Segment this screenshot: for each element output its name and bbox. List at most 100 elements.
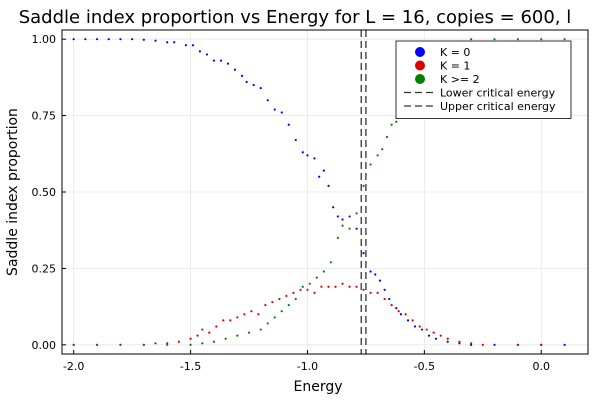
data-point [355,285,358,288]
data-point [198,50,202,53]
data-point [247,331,251,334]
data-point [294,297,297,301]
data-point [470,342,473,345]
data-point [292,291,295,294]
data-point [395,120,398,123]
data-point [250,310,253,313]
data-point [142,38,145,41]
data-point [385,135,389,139]
data-point [287,303,290,307]
data-point [166,343,169,346]
data-point [212,59,216,62]
data-point [95,38,99,41]
y-tick-label: 0.25 [32,262,57,275]
data-point [390,123,393,126]
data-point [273,108,276,111]
data-point [189,337,192,340]
data-point [264,303,267,307]
data-point [301,285,304,288]
data-point [327,184,330,187]
data-point [376,291,379,294]
y-tick-label: 0.00 [32,339,57,352]
data-point [341,218,344,221]
data-point [334,285,337,288]
data-point [266,99,269,102]
data-point [341,224,344,227]
x-tick-label: -1.0 [297,360,318,373]
data-point [196,334,199,337]
data-point [294,138,297,142]
data-point [439,334,442,337]
data-point [229,319,232,322]
data-point [390,303,393,307]
data-point [362,252,365,255]
data-point [201,342,204,345]
data-point [395,307,398,310]
legend-box [395,40,572,119]
data-point [142,343,145,346]
data-point [374,273,377,276]
legend-marker [415,74,425,84]
grid [62,30,588,354]
data-point [383,297,386,301]
data-point [413,325,417,328]
data-point [243,313,246,316]
data-point [341,282,344,285]
x-tick-label: 0.0 [532,360,550,373]
legend-marker [415,60,425,71]
data-point [516,343,519,346]
data-point [236,316,239,319]
data-point [322,270,325,273]
data-point [327,285,330,288]
data-point [362,288,365,291]
data-point [315,276,318,279]
legend-label: Lower critical energy [440,87,556,100]
x-tick-label: -1.5 [180,360,201,373]
data-point [166,41,169,44]
data-point [322,169,325,172]
data-point [348,227,351,230]
data-point [378,279,382,282]
data-point [226,62,230,65]
data-point [362,184,365,187]
data-point [285,294,288,298]
data-point [427,334,431,337]
data-point [278,297,281,301]
data-point [201,328,204,331]
data-point [425,328,428,331]
data-point [329,261,332,264]
data-point [166,342,169,345]
data-point [72,38,75,41]
data-point [299,288,302,291]
data-point [563,343,566,346]
data-point [273,316,276,319]
data-point [493,38,496,41]
y-tick-label: 1.00 [32,33,57,46]
data-point [376,154,379,157]
y-tick-label: 0.75 [32,110,57,123]
data-point [224,337,227,340]
data-point [131,38,134,41]
data-point [540,38,543,41]
data-point [369,291,372,294]
data-point [332,206,335,209]
data-point [320,285,323,288]
data-point [308,282,311,285]
data-point [306,288,309,291]
legend-label: Upper critical energy [440,100,556,113]
data-point [205,53,209,56]
data-point [233,68,237,71]
data-point [212,340,216,343]
data-point [411,319,414,322]
data-point [215,325,218,328]
axes: -2.0 -1.5 -1.0 -0.5 0.0 0.00 0.25 0.50 0.75 1.00 [32,33,550,373]
data-point [418,325,421,328]
data-point [119,343,122,346]
x-axis-label: Energy [293,379,342,395]
legend-label: K = 1 [440,60,470,73]
data-point [446,337,449,340]
data-point [318,175,321,178]
x-tick-label: -2.0 [63,360,84,373]
